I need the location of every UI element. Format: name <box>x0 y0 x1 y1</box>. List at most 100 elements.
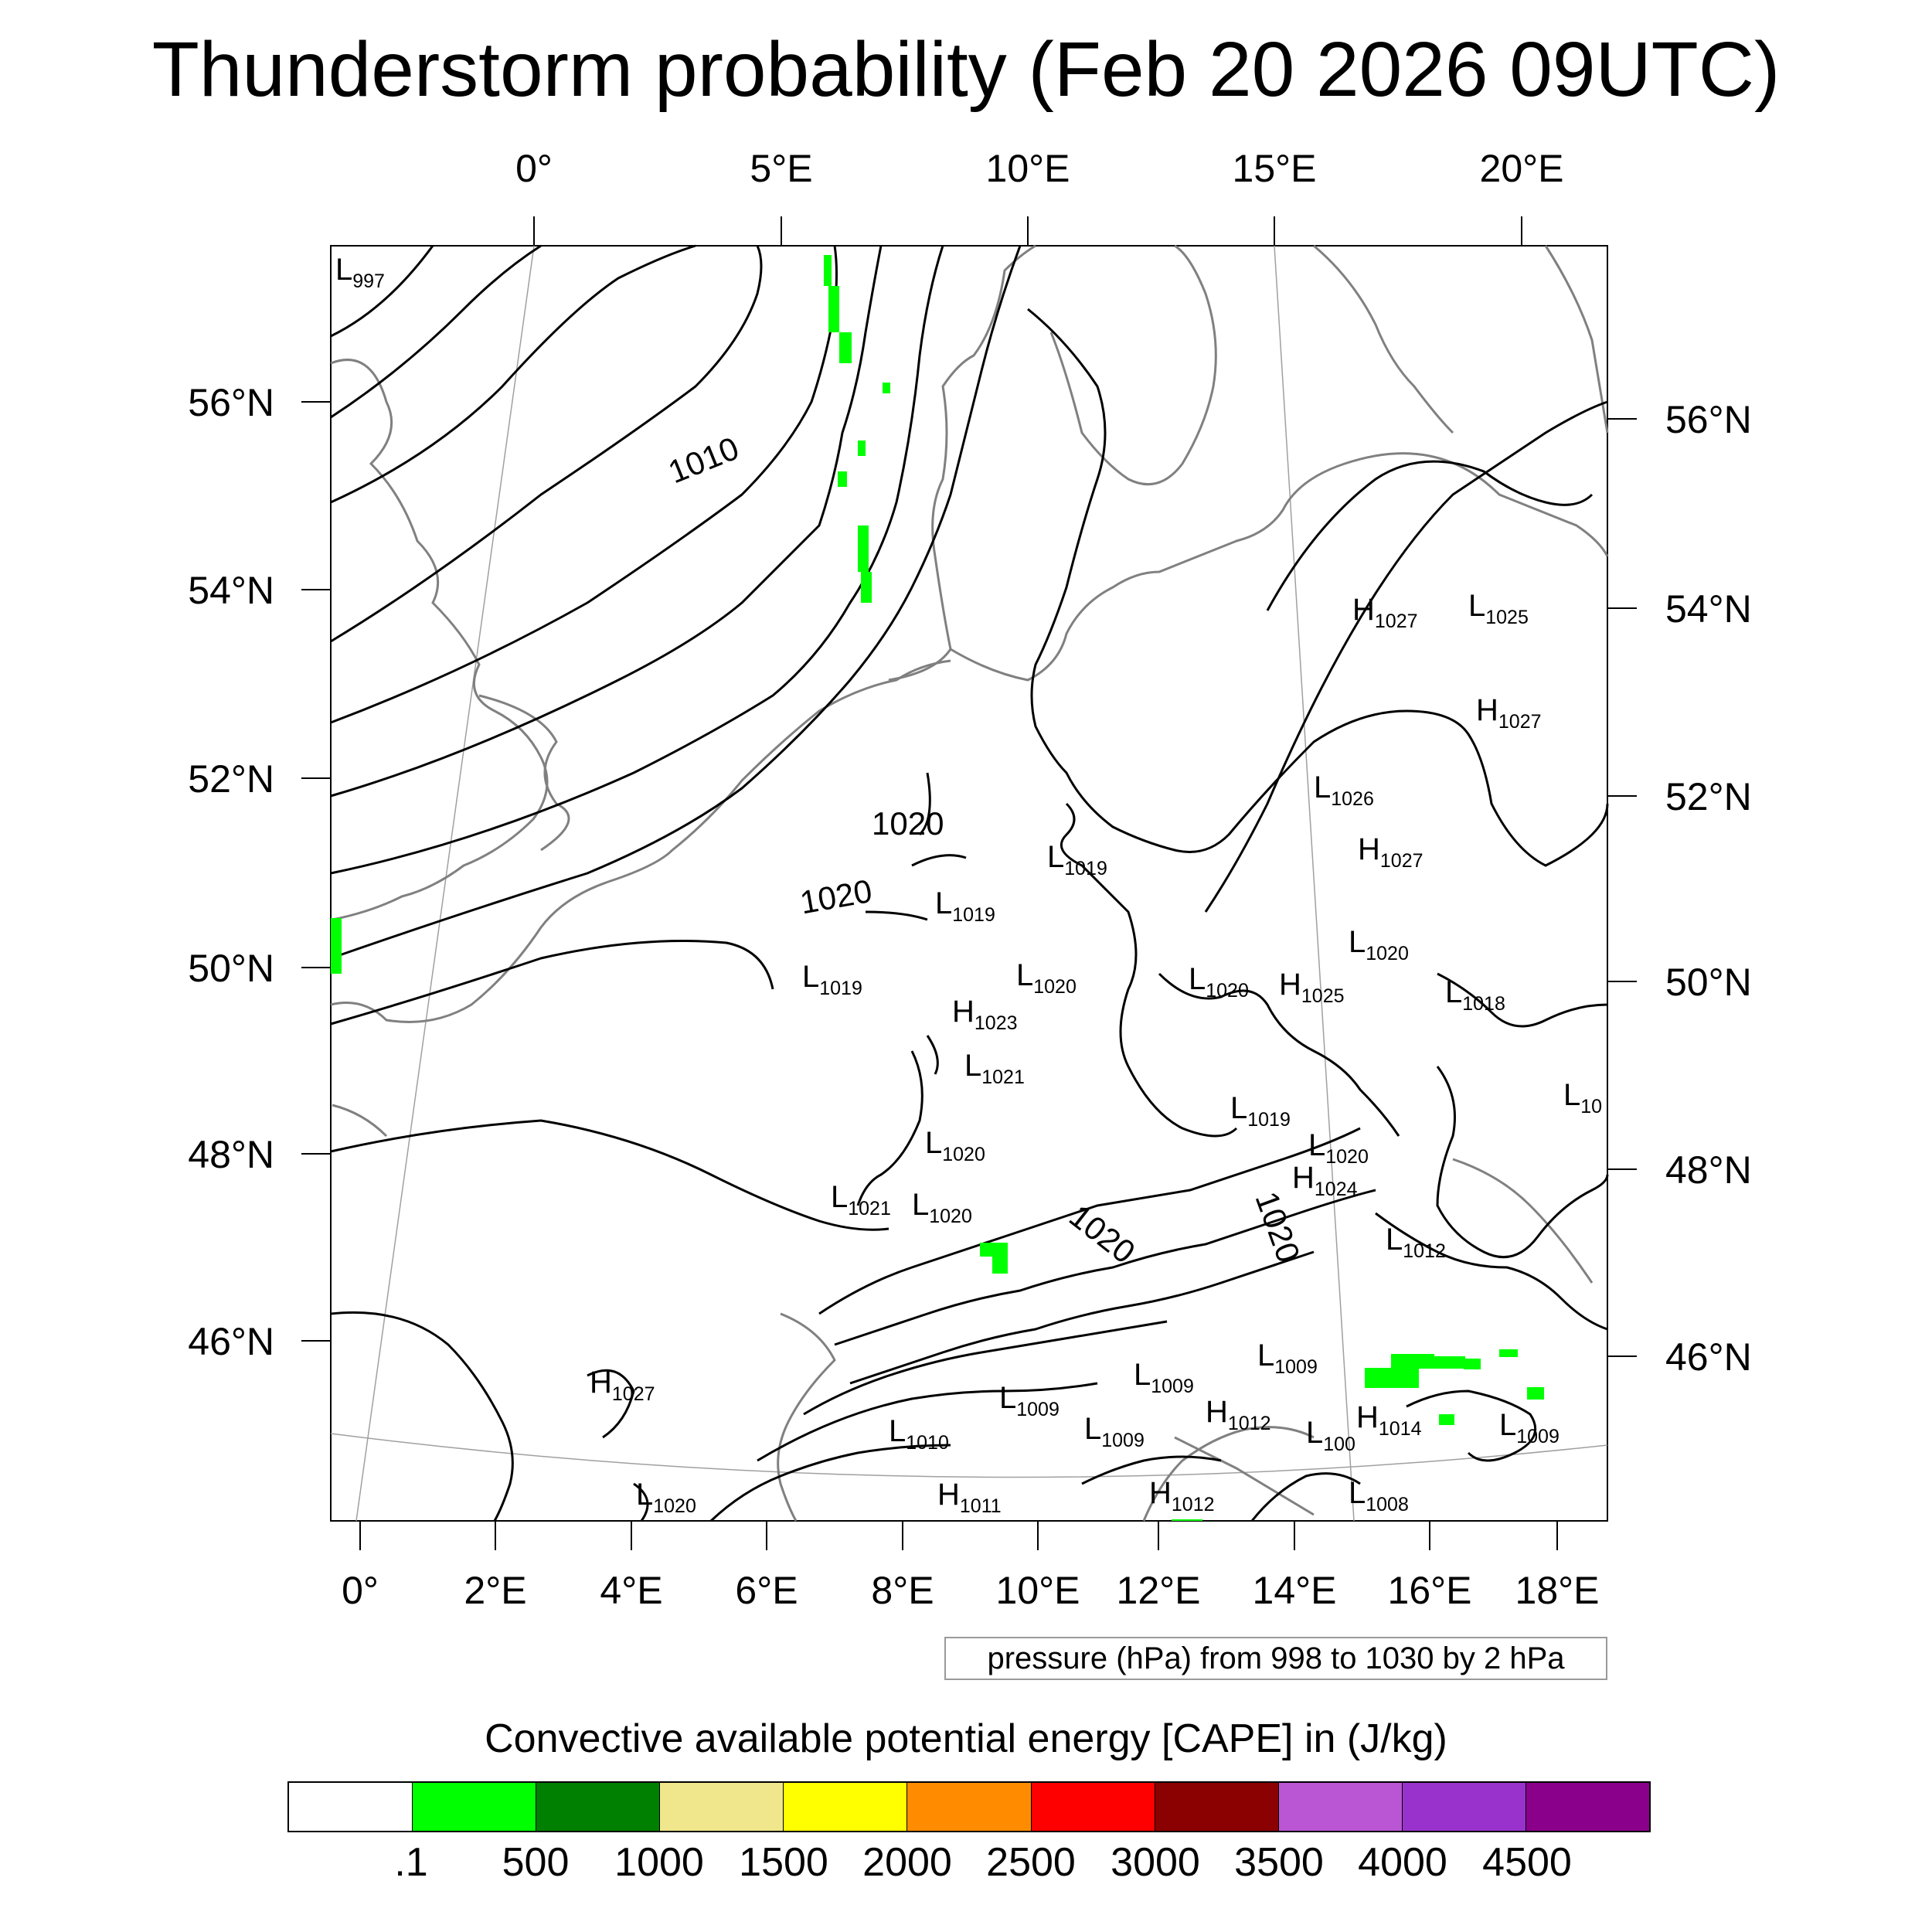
pressure-center: L1019 <box>802 960 862 999</box>
left-lat-label: 50°N <box>188 947 274 990</box>
bottom-lon-label: 16°E <box>1388 1569 1472 1612</box>
bottom-lon-label: 6°E <box>735 1569 798 1612</box>
pressure-center: L1021 <box>831 1180 891 1219</box>
colorbar-cell <box>1278 1783 1403 1831</box>
isobar-label: 1020 <box>872 805 944 842</box>
colorbar-tick-label: 3000 <box>1111 1840 1200 1885</box>
bottom-lon-label: 0° <box>342 1569 379 1612</box>
pressure-center: H1012 <box>1206 1395 1271 1434</box>
map-frame <box>330 245 1608 1522</box>
right-lat-label: 48°N <box>1665 1148 1752 1192</box>
graticule <box>330 245 1608 1522</box>
bottom-longitude-labels: 0° 2°E 4°E 6°E 8°E 10°E 12°E 14°E 16°E 1… <box>342 1569 1599 1612</box>
pressure-center: L1009 <box>1134 1358 1194 1397</box>
isobar-label: 1020 <box>798 872 875 921</box>
contour-info-box: pressure (hPa) from 998 to 1030 by 2 hPa <box>944 1637 1607 1680</box>
colorbar-cell <box>1402 1783 1526 1831</box>
right-lat-label: 56°N <box>1665 398 1752 441</box>
pressure-center: H1025 <box>1279 968 1345 1007</box>
colorbar-cell <box>660 1783 784 1831</box>
left-lat-label: 48°N <box>188 1133 274 1176</box>
top-lon-label: 15°E <box>1233 147 1317 190</box>
tick-marks <box>301 216 1637 1550</box>
pressure-center: H1012 <box>1149 1476 1215 1515</box>
left-lat-label: 46°N <box>188 1320 274 1363</box>
pressure-center: L1026 <box>1314 770 1374 810</box>
right-lat-label: 52°N <box>1665 775 1752 818</box>
pressure-center: L1020 <box>925 1126 985 1165</box>
colorbar-tick-label: 2000 <box>862 1840 952 1885</box>
pressure-center: L1012 <box>1386 1223 1446 1262</box>
colorbar-cell <box>1031 1783 1155 1831</box>
colorbar-cell <box>1155 1783 1279 1831</box>
colorbar-tick-label: 3500 <box>1234 1840 1324 1885</box>
pressure-center: L1020 <box>1016 958 1077 998</box>
pressure-center: H1024 <box>1292 1161 1358 1200</box>
colorbar-tick-label: .1 <box>394 1840 428 1885</box>
colorbar-cell <box>1526 1783 1650 1831</box>
isobar-label: 1010 <box>663 430 743 491</box>
cape-colorbar <box>287 1781 1651 1832</box>
pressure-center: H1027 <box>1352 593 1418 632</box>
right-lat-label: 50°N <box>1665 961 1752 1004</box>
pressure-center: H1027 <box>590 1366 655 1405</box>
colorbar-tick-label: 1000 <box>614 1840 704 1885</box>
bottom-lon-label: 14°E <box>1253 1569 1337 1612</box>
pressure-center: H1027 <box>1476 693 1542 733</box>
pressure-center: H1023 <box>952 995 1018 1034</box>
legend-title: Convective available potential energy [C… <box>485 1716 1447 1761</box>
colorbar-tick-label: 4500 <box>1482 1840 1572 1885</box>
pressure-center: L1020 <box>1189 962 1249 1002</box>
colorbar-cell <box>413 1783 537 1831</box>
colorbar-cell <box>784 1783 908 1831</box>
pressure-center: L1020 <box>1349 925 1409 964</box>
pressure-center: L1010 <box>889 1414 949 1454</box>
colorbar-tick-label: 1500 <box>739 1840 828 1885</box>
bottom-lon-label: 8°E <box>871 1569 934 1612</box>
bottom-lon-label: 10°E <box>996 1569 1080 1612</box>
colorbar-tick-label: 2500 <box>986 1840 1076 1885</box>
pressure-center: L997 <box>335 253 385 292</box>
pressure-center: L1009 <box>1084 1412 1145 1451</box>
pressure-center: L1008 <box>1349 1476 1409 1515</box>
pressure-center: L1020 <box>1308 1128 1369 1168</box>
pressure-centers: L997 H1027 L1025 H1027 L1026 H1027 L1019… <box>335 253 1602 1517</box>
pressure-center: L1009 <box>1257 1338 1318 1378</box>
pressure-center: L1021 <box>964 1049 1025 1088</box>
bottom-lon-label: 18°E <box>1515 1569 1600 1612</box>
colorbar-tick-label: 4000 <box>1358 1840 1447 1885</box>
bottom-lon-label: 2°E <box>464 1569 526 1612</box>
isobar-label: 1020 <box>1063 1197 1142 1270</box>
top-lon-label: 20°E <box>1480 147 1564 190</box>
colorbar-cell <box>907 1783 1032 1831</box>
pressure-center: L1009 <box>1499 1408 1560 1447</box>
pressure-center: H1011 <box>937 1478 1002 1517</box>
top-lon-label: 5°E <box>750 147 812 190</box>
pressure-center: L100 <box>1306 1416 1355 1455</box>
pressure-center: L1020 <box>636 1478 696 1517</box>
left-latitude-labels: 56°N 54°N 52°N 50°N 48°N 46°N <box>188 381 274 1363</box>
isobars <box>330 244 1609 1522</box>
left-lat-label: 54°N <box>188 569 274 612</box>
colorbar-ticks: .1 500 1000 1500 2000 2500 3000 3500 400… <box>287 1838 1651 1892</box>
right-latitude-labels: 56°N 54°N 52°N 50°N 48°N 46°N <box>1665 398 1752 1379</box>
pressure-center: L10 <box>1563 1078 1602 1117</box>
pressure-center: L1025 <box>1468 589 1529 628</box>
pressure-center: L1020 <box>912 1188 972 1227</box>
pressure-center: L1019 <box>1047 840 1107 879</box>
top-lon-label: 0° <box>515 147 553 190</box>
cape-patches <box>331 255 1544 1521</box>
right-lat-label: 54°N <box>1665 587 1752 631</box>
pressure-center: L1019 <box>935 886 995 926</box>
colorbar-tick-label: 500 <box>502 1840 570 1885</box>
left-lat-label: 56°N <box>188 381 274 424</box>
pressure-center: L1019 <box>1230 1091 1291 1131</box>
right-lat-label: 46°N <box>1665 1335 1752 1379</box>
top-longitude-labels: 0° 5°E 10°E 15°E 20°E <box>515 147 1563 190</box>
left-lat-label: 52°N <box>188 757 274 801</box>
pressure-center: L1009 <box>999 1381 1060 1420</box>
bottom-lon-label: 4°E <box>600 1569 662 1612</box>
coastlines <box>330 244 1609 1522</box>
colorbar-cell <box>289 1783 413 1831</box>
